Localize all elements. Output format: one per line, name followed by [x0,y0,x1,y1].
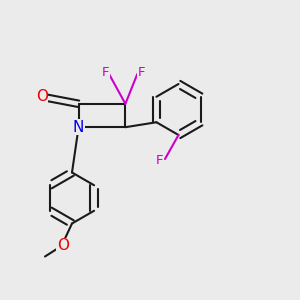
Text: O: O [36,89,48,104]
Text: N: N [73,120,84,135]
Text: F: F [156,154,163,167]
Text: O: O [57,238,69,253]
Text: F: F [102,66,109,79]
Text: F: F [138,66,146,79]
